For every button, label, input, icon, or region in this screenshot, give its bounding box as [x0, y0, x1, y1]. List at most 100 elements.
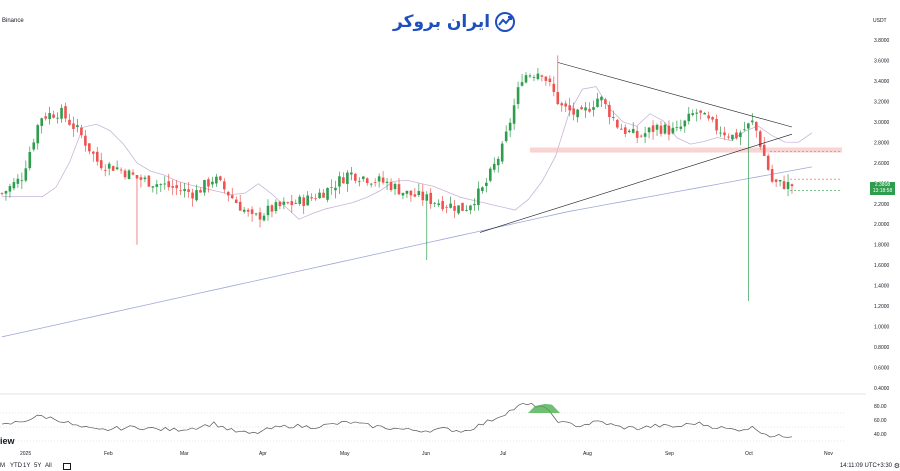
candle-body [735, 132, 738, 139]
candle-body [119, 169, 123, 171]
time-tick-label: Sep [665, 451, 674, 457]
candle-body [433, 202, 437, 204]
candle-body [254, 213, 258, 215]
candle-body [294, 203, 298, 204]
ascending-trendline [479, 133, 793, 233]
candle-body [250, 209, 254, 214]
time-tick-label: Feb [104, 451, 113, 457]
candle-body [76, 125, 79, 128]
candle-body [230, 195, 234, 199]
candle-body [147, 175, 151, 187]
candle-body [496, 158, 500, 166]
candle-body [588, 108, 591, 112]
candle-body [643, 133, 647, 137]
candle-body [310, 197, 313, 199]
candle-body [127, 170, 131, 180]
candle-body [524, 75, 528, 83]
candle-body [48, 113, 51, 120]
candle-body [365, 178, 369, 184]
candle-body [691, 113, 695, 115]
range-button-ytd[interactable]: YTD [10, 463, 22, 469]
candle-body [604, 99, 607, 104]
brand-logo: ایران بروکر [393, 11, 516, 33]
clock-readout[interactable]: 14:11:09 UTC+3:30 [839, 463, 892, 469]
candle-body [171, 186, 175, 188]
price-tick-label: 0.6000 [874, 366, 890, 372]
candle-body [488, 168, 492, 181]
candle-body [60, 107, 63, 119]
candle-body [532, 77, 536, 78]
range-button-m[interactable]: M [0, 463, 5, 469]
time-tick-label: May [340, 451, 350, 457]
candle-body [608, 104, 611, 118]
range-button-5y[interactable]: 5Y [34, 463, 42, 469]
price-tick-label: 3.0000 [874, 120, 890, 126]
candle-body [413, 194, 417, 197]
price-tick-label: 1.6000 [874, 263, 890, 269]
candle-body [619, 128, 623, 130]
candle-body [302, 197, 306, 206]
candle-body [727, 136, 730, 138]
candle-body [469, 205, 472, 211]
candle-body [421, 191, 425, 201]
gear-icon[interactable]: ⚙ [893, 463, 900, 470]
time-tick-label: 2025 [20, 451, 31, 457]
candle-body [163, 183, 167, 185]
candle-body [99, 160, 103, 169]
trendline-layer [479, 62, 842, 233]
candle-body [52, 114, 55, 118]
candle-body [44, 116, 47, 119]
candle-body [703, 112, 706, 115]
candle-body [179, 190, 182, 192]
candle-body [790, 184, 794, 187]
time-axis[interactable]: 2025 Feb Mar Apr May Jun Jul Aug Sep Oct Nov [20, 451, 833, 457]
candle-body [409, 190, 413, 196]
candle-body [778, 180, 782, 182]
bar-countdown: 13:18:58 [872, 188, 893, 194]
price-tick-label: 3.2000 [874, 99, 890, 105]
time-tick-label: Mar [180, 451, 189, 457]
candle-body [572, 108, 575, 115]
candle-body [135, 175, 139, 179]
range-button-all[interactable]: All [45, 463, 52, 469]
candle-body [512, 105, 516, 124]
candle-body [195, 190, 198, 201]
candle-body [115, 167, 119, 170]
candle-body [330, 187, 333, 188]
candle-body [449, 203, 452, 208]
candle-body [639, 135, 643, 137]
candle-body [461, 202, 464, 211]
candle-body [576, 109, 579, 118]
candle-body [361, 176, 365, 180]
candle-body [393, 183, 397, 190]
candle-body [199, 189, 202, 193]
symbol-label[interactable]: Binance [2, 18, 24, 24]
candle-body [155, 184, 159, 187]
candle-body [258, 212, 262, 220]
candle-body [24, 168, 28, 181]
candle-body [481, 187, 484, 192]
candle-body [762, 144, 766, 156]
time-tick-label: Oct [745, 451, 753, 457]
candle-body [84, 135, 87, 146]
candle-body [747, 123, 750, 129]
candle-body [191, 192, 194, 199]
range-button-1y[interactable]: 1Y [23, 463, 31, 469]
bottom-toolbar: M YTD 1Y 5Y All 14:11:09 UTC+3:30 ⚙ [0, 462, 900, 471]
candle-body [306, 195, 309, 206]
rsi-tick-label: 80.00 [874, 404, 887, 410]
candle-body [369, 183, 373, 185]
price-tick-label: 2.0000 [874, 222, 890, 228]
price-axis[interactable]: 3.8000 3.6000 3.4000 3.2000 3.0000 2.8000 2.60… [874, 38, 890, 392]
candle-body [203, 180, 206, 193]
slow-moving-average-line [1, 166, 813, 338]
candle-body [715, 119, 718, 131]
candle-body [354, 173, 357, 181]
candle-body [592, 107, 595, 110]
calendar-icon[interactable] [63, 463, 71, 470]
candle-body [485, 182, 488, 187]
candle-body [143, 177, 147, 180]
rsi-pane: 80.00 60.00 40.00 [0, 402, 887, 442]
candle-body [766, 155, 770, 170]
